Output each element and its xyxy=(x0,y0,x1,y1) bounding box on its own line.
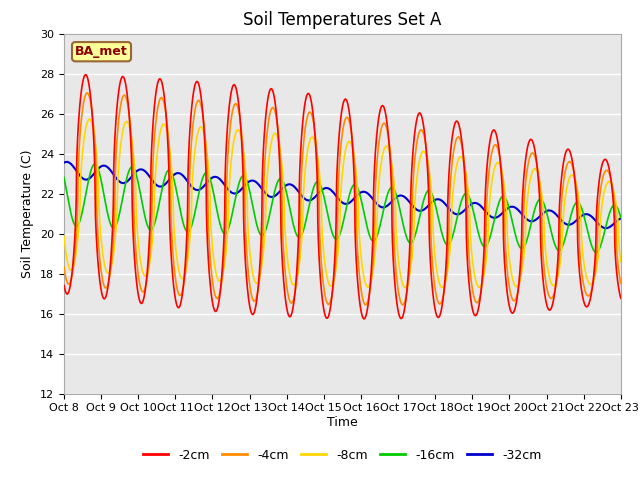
Y-axis label: Soil Temperature (C): Soil Temperature (C) xyxy=(22,149,35,278)
Text: BA_met: BA_met xyxy=(75,45,128,58)
X-axis label: Time: Time xyxy=(327,416,358,429)
Title: Soil Temperatures Set A: Soil Temperatures Set A xyxy=(243,11,442,29)
Legend: -2cm, -4cm, -8cm, -16cm, -32cm: -2cm, -4cm, -8cm, -16cm, -32cm xyxy=(138,444,547,467)
